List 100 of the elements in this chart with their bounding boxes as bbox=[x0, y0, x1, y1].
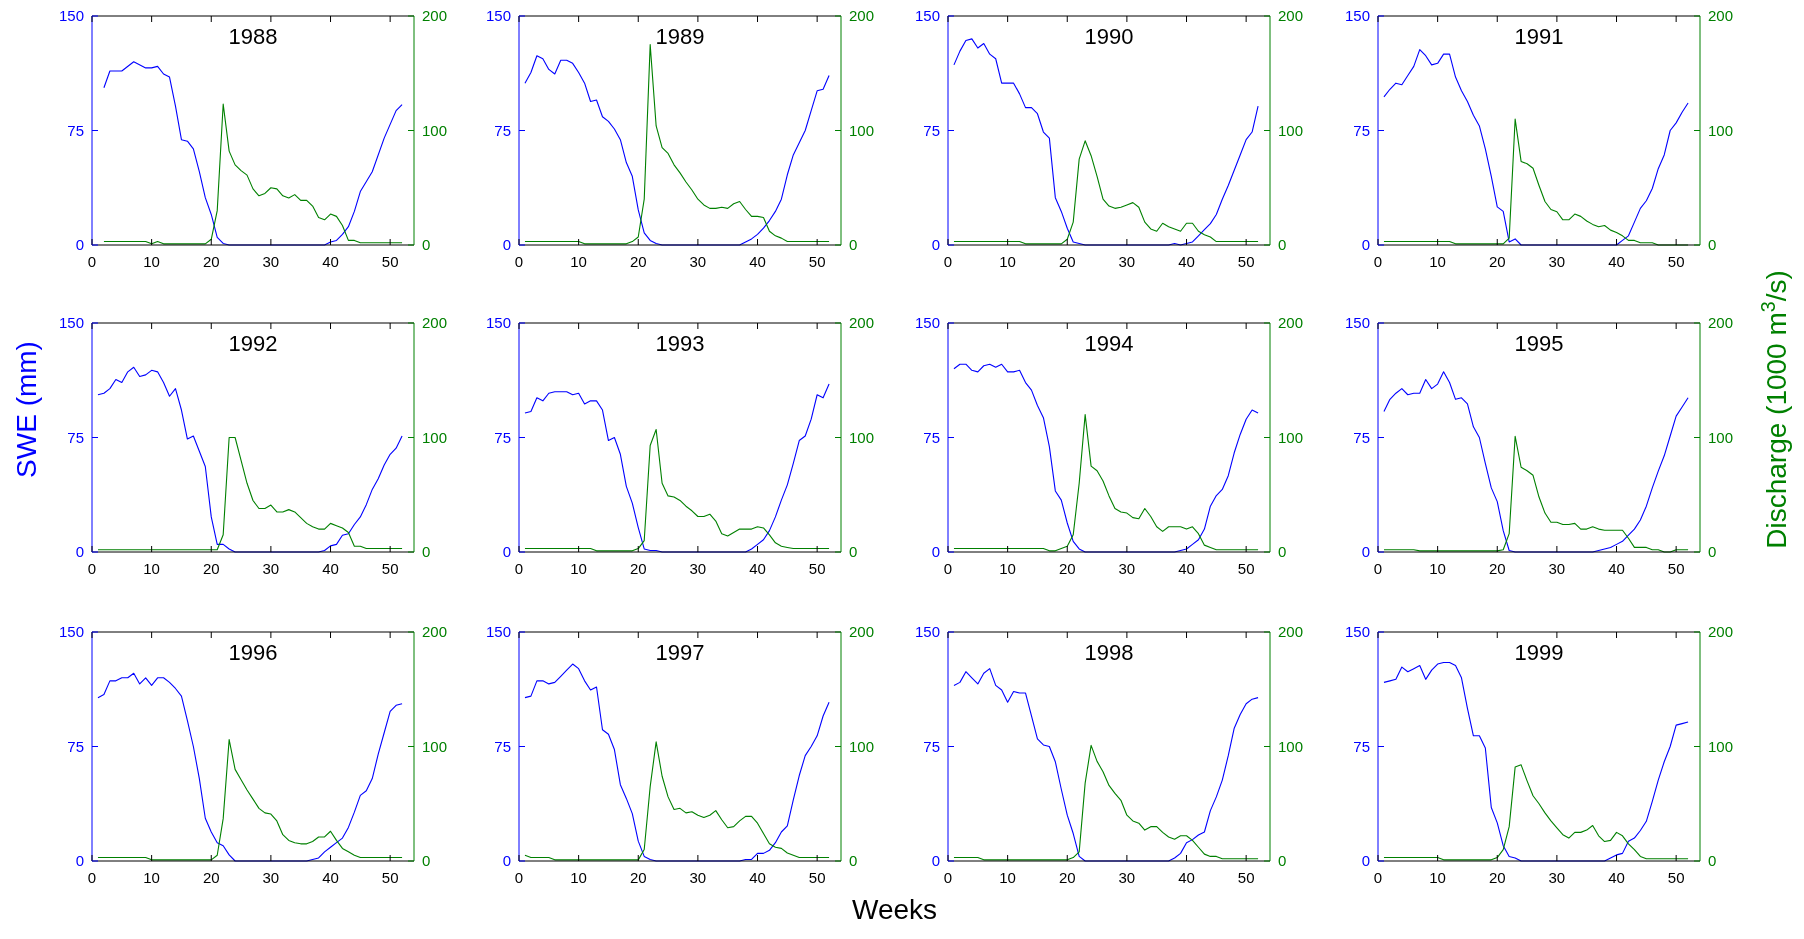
y2-tick-label: 100 bbox=[849, 121, 875, 139]
y2-tick-label: 0 bbox=[1278, 543, 1287, 560]
y2-tick-label: 200 bbox=[422, 7, 448, 24]
x-tick-label: 30 bbox=[689, 253, 707, 270]
x-tick-label: 20 bbox=[1058, 560, 1076, 577]
x-tick-label: 0 bbox=[1373, 869, 1383, 886]
x-tick-label: 0 bbox=[514, 869, 524, 886]
x-tick-label: 30 bbox=[1118, 253, 1136, 270]
x-tick-label: 40 bbox=[749, 560, 766, 577]
x-tick-label: 30 bbox=[262, 560, 280, 577]
x-tick-label: 10 bbox=[143, 869, 160, 886]
x-tick-label: 20 bbox=[629, 560, 647, 577]
x-tick-label: 10 bbox=[999, 253, 1016, 270]
x-tick-label: 20 bbox=[1488, 869, 1506, 886]
x-tick-label: 40 bbox=[1178, 560, 1195, 577]
y-tick-label: 150 bbox=[485, 314, 511, 331]
y-tick-label: 0 bbox=[75, 236, 84, 253]
y2-tick-label: 100 bbox=[1278, 428, 1304, 446]
line-series bbox=[97, 436, 403, 551]
x-tick-label: 50 bbox=[1667, 869, 1685, 886]
y-tick-label: 150 bbox=[1344, 314, 1370, 331]
y2-tick-label: 100 bbox=[1708, 428, 1734, 446]
x-tick-label: 20 bbox=[629, 253, 647, 270]
line-series bbox=[953, 414, 1259, 552]
chart-title: 1993 bbox=[655, 331, 705, 356]
x-tick-label: 20 bbox=[202, 869, 220, 886]
x-tick-label: 40 bbox=[1178, 253, 1195, 270]
y-tick-label: 150 bbox=[914, 314, 940, 331]
x-tick-label: 30 bbox=[1118, 869, 1136, 886]
x-tick-label: 20 bbox=[629, 869, 647, 886]
x-tick-label: 40 bbox=[1608, 869, 1625, 886]
y2-tick-label: 200 bbox=[849, 314, 875, 331]
y2-tick-label: 100 bbox=[849, 737, 875, 755]
x-tick-label: 10 bbox=[999, 560, 1016, 577]
x-tick-label: 50 bbox=[1667, 253, 1685, 270]
y-tick-label: 150 bbox=[58, 623, 84, 640]
chart-title: 1996 bbox=[228, 640, 278, 665]
chart-title: 1999 bbox=[1514, 640, 1564, 665]
line-series bbox=[524, 428, 830, 552]
line-series bbox=[1383, 435, 1689, 553]
line-series bbox=[103, 103, 403, 245]
x-tick-label: 20 bbox=[202, 560, 220, 577]
x-tick-label: 40 bbox=[1608, 560, 1625, 577]
y-tick-label: 0 bbox=[1361, 236, 1370, 253]
y2-tick-label: 200 bbox=[1708, 7, 1734, 24]
y-tick-label: 150 bbox=[914, 7, 940, 24]
y-tick-label: 75 bbox=[1353, 121, 1370, 139]
y2-tick-label: 100 bbox=[1708, 121, 1734, 139]
y-tick-label: 0 bbox=[1361, 852, 1370, 869]
chart-title: 1991 bbox=[1514, 24, 1564, 49]
line-series bbox=[953, 140, 1259, 245]
chart-title: 1998 bbox=[1084, 640, 1134, 665]
x-tick-label: 0 bbox=[87, 560, 97, 577]
y-tick-label: 0 bbox=[502, 852, 511, 869]
line-series bbox=[97, 672, 403, 862]
y2-tick-label: 0 bbox=[422, 236, 431, 253]
y2-tick-label: 200 bbox=[849, 623, 875, 640]
x-tick-label: 40 bbox=[1608, 253, 1625, 270]
chart-title: 1989 bbox=[655, 24, 705, 49]
x-tick-label: 20 bbox=[1058, 869, 1076, 886]
x-tick-label: 10 bbox=[1429, 253, 1446, 270]
line-series bbox=[97, 739, 403, 861]
y2-tick-label: 200 bbox=[1708, 623, 1734, 640]
y2-tick-label: 0 bbox=[1708, 236, 1717, 253]
y2-tick-label: 200 bbox=[1278, 7, 1304, 24]
x-tick-label: 10 bbox=[999, 869, 1016, 886]
x-tick-label: 30 bbox=[1548, 253, 1566, 270]
y2-tick-label: 0 bbox=[1708, 852, 1717, 869]
y2-tick-label: 100 bbox=[1278, 737, 1304, 755]
y2-tick-label: 100 bbox=[1278, 121, 1304, 139]
y-tick-label: 150 bbox=[485, 623, 511, 640]
y2-tick-label: 200 bbox=[422, 623, 448, 640]
y2-tick-label: 200 bbox=[1278, 314, 1304, 331]
y-tick-label: 75 bbox=[67, 428, 84, 446]
line-series bbox=[1383, 764, 1689, 861]
y2-tick-label: 0 bbox=[849, 236, 858, 253]
x-tick-label: 0 bbox=[1373, 253, 1383, 270]
x-axis-title: Weeks bbox=[851, 894, 938, 925]
y-tick-label: 150 bbox=[485, 7, 511, 24]
x-tick-label: 30 bbox=[689, 560, 707, 577]
x-tick-label: 20 bbox=[1488, 253, 1506, 270]
x-tick-label: 0 bbox=[1373, 560, 1383, 577]
x-tick-label: 30 bbox=[1548, 869, 1566, 886]
y2-tick-label: 0 bbox=[422, 852, 431, 869]
x-tick-label: 0 bbox=[514, 253, 524, 270]
y2-tick-label: 200 bbox=[1278, 623, 1304, 640]
x-tick-label: 50 bbox=[381, 869, 399, 886]
x-tick-label: 30 bbox=[262, 869, 280, 886]
x-tick-label: 10 bbox=[143, 560, 160, 577]
line-series bbox=[953, 744, 1259, 861]
x-tick-label: 0 bbox=[87, 253, 97, 270]
x-tick-label: 40 bbox=[322, 869, 339, 886]
y2-tick-label: 0 bbox=[1278, 852, 1287, 869]
chart-title: 1992 bbox=[228, 331, 278, 356]
x-tick-label: 50 bbox=[808, 869, 826, 886]
x-tick-label: 30 bbox=[689, 869, 707, 886]
x-tick-label: 10 bbox=[143, 253, 160, 270]
y-tick-label: 0 bbox=[502, 543, 511, 560]
y-tick-label: 75 bbox=[67, 121, 84, 139]
x-tick-label: 50 bbox=[1667, 560, 1685, 577]
